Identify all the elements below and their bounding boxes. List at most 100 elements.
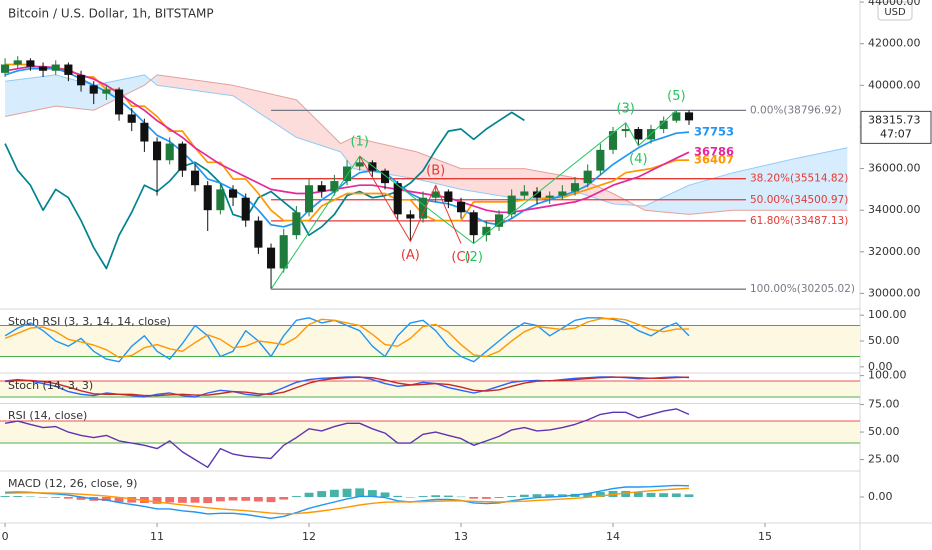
panel-line	[5, 487, 690, 515]
wave-label: (A)	[401, 248, 420, 263]
histogram-bar	[393, 495, 403, 497]
currency-box[interactable]	[877, 1, 913, 21]
candle-body	[89, 85, 98, 94]
candle-body	[51, 64, 60, 71]
candle-body	[228, 189, 238, 198]
histogram-bar	[380, 492, 390, 497]
histogram-bar	[507, 496, 517, 497]
candle-body	[621, 129, 630, 132]
candle-body	[596, 149, 605, 171]
wave-line	[270, 109, 677, 290]
candle-body	[304, 185, 314, 213]
histogram-bar	[25, 496, 35, 498]
histogram-bar	[152, 497, 162, 504]
histogram-bar	[177, 497, 187, 503]
candle-body	[532, 191, 542, 198]
countdown: 47:07	[880, 127, 912, 140]
candle-body	[507, 195, 516, 215]
x-tick-label: 15	[758, 530, 772, 543]
candle-body	[520, 191, 529, 196]
histogram-bar	[241, 497, 251, 501]
cloud-fill	[796, 147, 848, 211]
histogram-bar	[266, 497, 276, 503]
candle-body	[140, 122, 149, 142]
panel-line	[5, 376, 690, 397]
panel-title: RSI (14, close)	[8, 409, 87, 422]
candle-body	[456, 201, 466, 213]
histogram-bar	[253, 497, 263, 502]
candle-body	[64, 64, 73, 75]
candle-body	[380, 170, 390, 184]
histogram-bar	[63, 497, 73, 499]
y-tick-label: 32000.00	[868, 245, 921, 258]
fib-label: 38.20%(35514.82)	[750, 173, 848, 185]
indicator-line	[4, 111, 525, 270]
panel-line	[4, 408, 690, 468]
candle-body	[406, 214, 415, 219]
histogram-bar	[469, 497, 479, 499]
cloud-fill	[144, 74, 158, 86]
histogram-bar	[431, 495, 441, 497]
candle-body	[545, 195, 554, 198]
wave-label: (B)	[426, 164, 445, 179]
y-tick-label: 0.00	[868, 490, 893, 503]
histogram-bar	[545, 494, 555, 497]
y-tick-label: 25.00	[868, 453, 900, 466]
histogram-bar	[494, 497, 504, 498]
candle-body	[634, 129, 643, 140]
panel-line	[5, 484, 690, 519]
x-tick-label: 13	[454, 530, 468, 543]
histogram-bar	[355, 488, 365, 497]
fib-label: 0.00%(38796.92)	[750, 104, 842, 116]
ma-value-label: 37753	[694, 125, 734, 139]
histogram-bar	[684, 494, 694, 497]
candle-body	[115, 89, 124, 115]
histogram-bar	[203, 497, 213, 504]
y-tick-label: 100.00	[868, 308, 907, 321]
price-box	[860, 110, 932, 144]
histogram-bar	[557, 494, 567, 497]
histogram-bar	[633, 492, 643, 497]
x-tick-label: 14	[606, 530, 620, 543]
candle-body	[672, 112, 681, 121]
fib-label: 61.80%(33487.13)	[750, 215, 848, 227]
cloud-fill	[5, 74, 56, 117]
candle-body	[190, 170, 200, 186]
candle-body	[444, 191, 453, 202]
wave-label: (2)	[464, 250, 482, 265]
x-tick-label: 11	[150, 530, 164, 543]
candle-body	[431, 191, 440, 198]
histogram-bar	[291, 496, 301, 497]
histogram-bar	[114, 497, 124, 503]
y-tick-label: 36000.00	[868, 162, 921, 175]
y-tick-label: 40000.00	[868, 78, 921, 91]
candle-body	[77, 74, 86, 86]
histogram-bar	[532, 494, 542, 497]
candle-body	[482, 226, 491, 236]
candle-body	[684, 112, 694, 121]
y-tick-label: 42000.00	[868, 37, 921, 50]
histogram-bar	[367, 490, 377, 497]
candle-body	[26, 60, 35, 67]
candle-body	[39, 66, 48, 71]
candle-body	[292, 212, 301, 236]
y-tick-label: 50.00	[868, 334, 900, 347]
histogram-bar	[646, 492, 656, 497]
candle-body	[127, 114, 136, 123]
histogram-bar	[583, 493, 593, 497]
candle-body	[203, 185, 212, 211]
candle-body	[608, 131, 618, 150]
cloud-fill	[733, 158, 797, 211]
wave-label: (C)	[451, 250, 470, 265]
chart-title: Bitcoin / U.S. Dollar, 1h, BITSTAMP	[8, 7, 214, 21]
candle-body	[469, 212, 478, 236]
histogram-bar	[659, 493, 669, 497]
candle-body	[494, 214, 504, 227]
y-tick-label: 0.00	[868, 360, 893, 373]
wave-line	[359, 155, 462, 244]
wave-label: (4)	[629, 152, 647, 167]
histogram-bar	[621, 490, 631, 497]
current-price: 38315.73	[868, 113, 921, 126]
